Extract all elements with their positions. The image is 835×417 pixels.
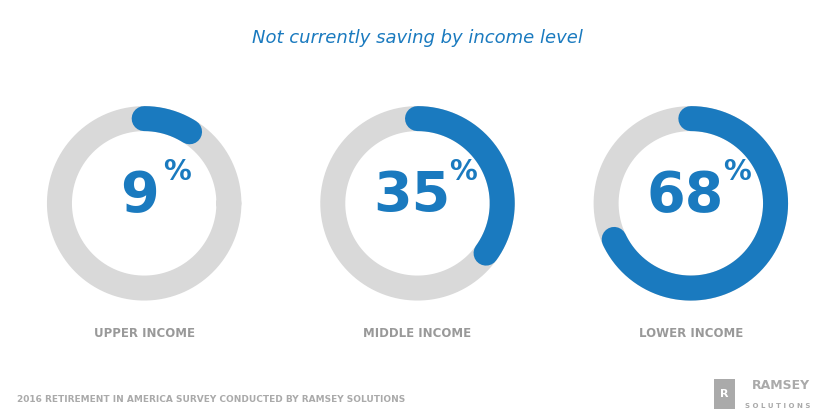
- Text: UPPER INCOME: UPPER INCOME: [94, 327, 195, 340]
- Text: S O L U T I O N S: S O L U T I O N S: [745, 403, 810, 409]
- Text: 2016 RETIREMENT IN AMERICA SURVEY CONDUCTED BY RAMSEY SOLUTIONS: 2016 RETIREMENT IN AMERICA SURVEY CONDUC…: [17, 395, 405, 404]
- Text: R: R: [720, 389, 729, 399]
- Text: 35: 35: [374, 169, 451, 223]
- Text: Not currently saving by income level: Not currently saving by income level: [252, 29, 583, 47]
- Text: %: %: [449, 158, 478, 186]
- Text: LOWER INCOME: LOWER INCOME: [639, 327, 743, 340]
- Text: MIDDLE INCOME: MIDDLE INCOME: [363, 327, 472, 340]
- Text: %: %: [723, 158, 751, 186]
- Text: 9: 9: [119, 169, 159, 223]
- Text: 68: 68: [647, 169, 724, 223]
- Text: %: %: [163, 158, 190, 186]
- Text: RAMSEY: RAMSEY: [752, 379, 810, 392]
